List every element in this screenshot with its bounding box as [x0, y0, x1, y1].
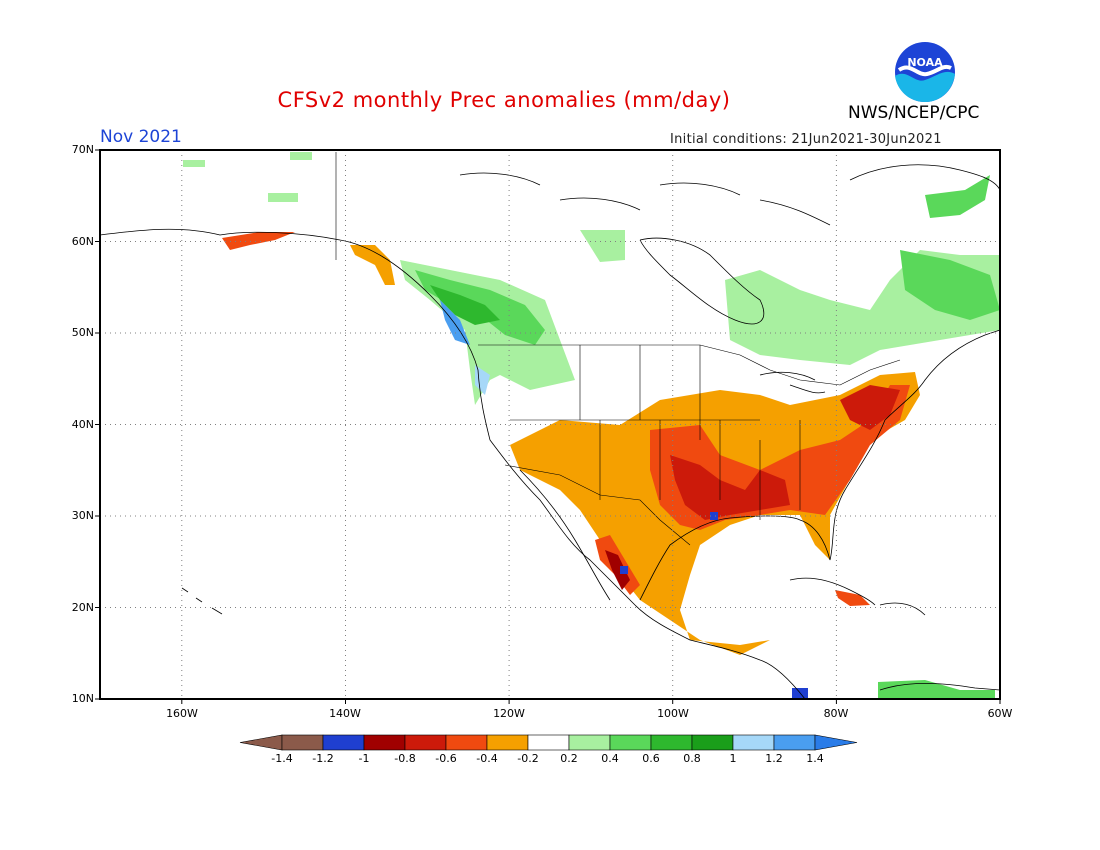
- south-america: [879, 682, 1001, 691]
- wet-region-labrador: [900, 250, 1000, 320]
- state-lines: [510, 345, 801, 520]
- wet-region-pnw-dark: [430, 285, 500, 325]
- wet-region-gulf-blue: [710, 512, 718, 520]
- month-label: Nov 2021: [100, 127, 182, 147]
- hudson-bay: [639, 237, 765, 325]
- hispaniola: [879, 602, 926, 616]
- lat-label: 70N: [71, 143, 94, 156]
- chart-title: CFSv2 monthly Prec anomalies (mm/day): [0, 88, 1100, 112]
- north-america-coast: [99, 228, 806, 700]
- colorbar-tick-label: -0.4: [476, 752, 498, 765]
- lat-label: 60N: [71, 235, 94, 248]
- lon-label: 140W: [329, 707, 361, 720]
- wet-region-ca-blue: [792, 688, 808, 699]
- colorbar-swatch: [527, 734, 570, 751]
- colorbar-swatch: [404, 734, 447, 751]
- colorbar-tick-label: 0.8: [683, 752, 701, 765]
- wet-region-arctic3: [183, 160, 205, 167]
- us-canada-border: [478, 344, 901, 386]
- axis-ticks: [95, 149, 1001, 704]
- coastlines: [99, 164, 1001, 700]
- wet-region-greenland: [925, 175, 990, 218]
- dry-region-ne: [840, 385, 900, 430]
- colorbar-low-arrow: [239, 734, 283, 751]
- lon-label: 120W: [493, 707, 525, 720]
- colorbar-tick-label: -1.2: [312, 752, 334, 765]
- great-lakes: [759, 371, 826, 394]
- org-label: NWS/NCEP/CPC: [848, 103, 980, 123]
- colorbar-swatch: [445, 734, 488, 751]
- colorbar-swatch: [281, 734, 324, 751]
- colorbar-swatch: [322, 734, 365, 751]
- lat-label: 50N: [71, 326, 94, 339]
- colorbar-tick-label: 0.6: [642, 752, 660, 765]
- lon-label: 60W: [987, 707, 1013, 720]
- lat-label: 40N: [71, 418, 94, 431]
- wet-region-arctic2: [268, 193, 298, 202]
- colorbar: [239, 734, 858, 751]
- chart-title-text: CFSv2 monthly Prec anomalies (mm/day): [277, 88, 731, 112]
- wet-region-mexico-blue: [620, 566, 628, 574]
- lat-label: 20N: [71, 601, 94, 614]
- colorbar-swatch: [691, 734, 734, 751]
- dry-region-mexico-dark: [605, 550, 630, 590]
- colorbar-tick-label: 1.4: [806, 752, 824, 765]
- lon-label: 80W: [823, 707, 849, 720]
- colorbar-swatch: [363, 734, 406, 751]
- colorbar-swatch: [609, 734, 652, 751]
- lon-label: 160W: [166, 707, 198, 720]
- colorbar-tick-label: -0.2: [517, 752, 539, 765]
- colorbar-tick-label: -1: [358, 752, 370, 765]
- us-mexico-border: [504, 464, 691, 546]
- wet-region-arctic: [290, 152, 312, 160]
- colorbar-tick-label: 0.4: [601, 752, 619, 765]
- colorbar-high-arrow: [814, 734, 858, 751]
- wet-region-pnw-blue: [440, 300, 470, 345]
- noaa-logo: NOAA: [895, 42, 955, 102]
- greenland-coast: [849, 164, 1001, 191]
- colorbar-tick-label: -1.4: [271, 752, 293, 765]
- dry-region-alaska: [222, 232, 295, 250]
- lon-label: 100W: [657, 707, 689, 720]
- logo-text: NOAA: [907, 56, 943, 69]
- colorbar-tick-label: 1: [729, 752, 737, 765]
- lat-label: 30N: [71, 509, 94, 522]
- gulf-coast: [639, 329, 1001, 601]
- colorbar-tick-label: -0.8: [394, 752, 416, 765]
- baja: [519, 469, 611, 601]
- arctic-islands: [459, 172, 831, 226]
- colorbar-swatch: [486, 734, 529, 751]
- hawaii: [181, 587, 223, 615]
- dry-region-bc: [350, 245, 395, 285]
- colorbar-swatch: [650, 734, 693, 751]
- colorbar-tick-label: 0.2: [560, 752, 578, 765]
- lat-label: 10N: [71, 692, 94, 705]
- cuba: [789, 577, 876, 606]
- colorbar-tick-label: 1.2: [765, 752, 783, 765]
- initial-conditions: Initial conditions: 21Jun2021-30Jun2021: [670, 132, 942, 147]
- political-borders: [335, 152, 901, 546]
- colorbar-swatch: [773, 734, 816, 751]
- dry-region-caribbean: [835, 590, 870, 606]
- wet-region-hudson: [580, 230, 625, 262]
- colorbar-swatch: [568, 734, 611, 751]
- wet-region-coast-lightblue: [475, 365, 490, 395]
- graticule: [100, 150, 1000, 699]
- colorbar-tick-label: -0.6: [435, 752, 457, 765]
- colorbar-swatch: [732, 734, 775, 751]
